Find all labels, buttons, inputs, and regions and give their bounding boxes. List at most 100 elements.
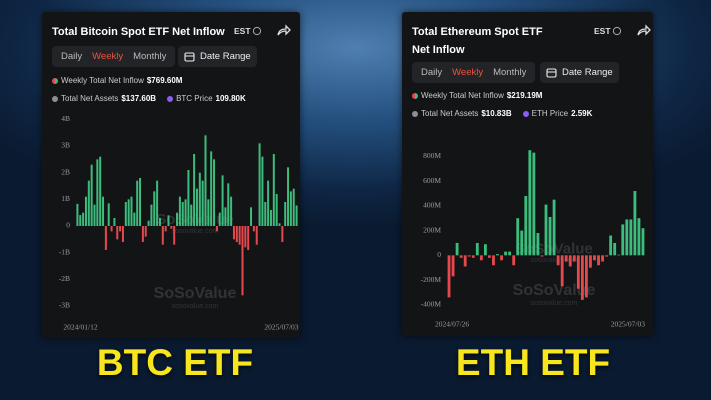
bar bbox=[136, 180, 139, 226]
bar bbox=[524, 195, 528, 256]
bar bbox=[130, 196, 133, 226]
header-icons bbox=[612, 24, 651, 36]
legend-label: BTC Price bbox=[176, 94, 213, 103]
bar bbox=[195, 188, 198, 226]
bar bbox=[193, 154, 196, 226]
bar bbox=[110, 226, 113, 232]
bar bbox=[641, 228, 645, 256]
bar bbox=[609, 235, 613, 256]
legend-label: ETH Price bbox=[531, 109, 569, 118]
bar bbox=[272, 154, 275, 226]
bar bbox=[153, 191, 156, 226]
legend-row: Weekly Total Net Inflow $219.19M bbox=[412, 91, 542, 100]
chart-title: Total Ethereum Spot ETF Net Inflow bbox=[412, 26, 543, 56]
share-icon[interactable] bbox=[637, 24, 651, 36]
bar bbox=[572, 255, 576, 262]
share-icon[interactable] bbox=[277, 24, 291, 36]
bar bbox=[252, 226, 255, 232]
bar bbox=[479, 255, 483, 261]
bar bbox=[258, 143, 261, 226]
y-tick-label: 3B bbox=[61, 141, 70, 150]
bar bbox=[475, 242, 479, 256]
plot: SoSoValuesosovalue.comSoSoValuesosovalue… bbox=[59, 114, 299, 332]
watermark: SoSoValue bbox=[154, 285, 237, 302]
bar bbox=[104, 226, 107, 250]
legend-label: Weekly Total Net Inflow bbox=[61, 76, 144, 85]
bar bbox=[133, 212, 136, 226]
bar bbox=[601, 255, 604, 262]
y-tick-label: -2B bbox=[59, 274, 70, 283]
bar bbox=[576, 255, 580, 289]
bar bbox=[512, 255, 516, 266]
watermark-url: sosovalue.com bbox=[172, 228, 219, 235]
period-tab[interactable]: Daily bbox=[421, 67, 443, 78]
bar bbox=[496, 254, 499, 256]
bar bbox=[247, 226, 250, 250]
bar bbox=[238, 226, 241, 245]
bar bbox=[87, 180, 90, 226]
calendar-icon bbox=[184, 52, 195, 62]
bar bbox=[230, 196, 233, 226]
bar bbox=[621, 224, 625, 256]
calendar-frame bbox=[546, 68, 557, 78]
bar bbox=[255, 226, 258, 245]
bar bbox=[625, 219, 629, 256]
legend-dot bbox=[522, 110, 529, 117]
bar bbox=[107, 203, 110, 226]
legend-dot bbox=[412, 92, 418, 99]
calendar-icon bbox=[546, 68, 557, 78]
bar bbox=[508, 251, 512, 256]
bar bbox=[156, 180, 159, 226]
bar bbox=[269, 210, 272, 226]
y-tick-label: 1B bbox=[61, 194, 70, 203]
bar bbox=[528, 150, 532, 256]
bar bbox=[173, 226, 176, 245]
caption: ETH ETF bbox=[455, 342, 611, 383]
bar bbox=[113, 218, 116, 226]
legend-label: Total Net Assets bbox=[61, 94, 119, 103]
period-tab[interactable]: Monthly bbox=[133, 51, 167, 62]
bar bbox=[287, 167, 290, 226]
bar bbox=[144, 226, 147, 237]
bar bbox=[244, 226, 247, 248]
date-range-button[interactable]: Date Range bbox=[540, 62, 619, 83]
legend-value: 2.59K bbox=[571, 109, 593, 118]
period-tab[interactable]: Daily bbox=[61, 51, 83, 62]
bar bbox=[471, 255, 475, 258]
chart-title: Total Bitcoin Spot ETF Net Inflow bbox=[52, 26, 225, 38]
bar bbox=[593, 255, 596, 261]
period-tab[interactable]: Weekly bbox=[92, 51, 124, 62]
bar bbox=[552, 199, 556, 256]
calendar-frame bbox=[184, 52, 195, 62]
timezone: EST bbox=[234, 26, 251, 36]
bar bbox=[492, 255, 495, 266]
period-tabs: Daily Weekly Monthly bbox=[52, 46, 176, 67]
bar bbox=[455, 242, 459, 256]
bar bbox=[500, 255, 503, 261]
bar bbox=[504, 251, 508, 256]
bar bbox=[532, 152, 536, 256]
bar bbox=[201, 180, 204, 226]
bar bbox=[178, 196, 181, 226]
date-range-button[interactable]: Date Range bbox=[178, 46, 257, 67]
bar bbox=[261, 156, 264, 226]
bar bbox=[281, 226, 284, 242]
bar bbox=[520, 230, 524, 256]
bar bbox=[121, 226, 124, 242]
bar bbox=[116, 226, 119, 240]
bar bbox=[96, 159, 99, 226]
bar bbox=[267, 180, 270, 226]
bar bbox=[264, 202, 267, 226]
y-tick-label: -1B bbox=[59, 247, 70, 256]
bar bbox=[176, 212, 179, 226]
period-tab[interactable]: Monthly bbox=[493, 67, 527, 78]
bar bbox=[463, 255, 467, 267]
bar bbox=[488, 255, 491, 258]
bar bbox=[198, 172, 201, 226]
period-tab[interactable]: Weekly bbox=[452, 67, 484, 78]
x-tick-label: 2025/07/03 bbox=[264, 323, 298, 332]
y-tick-label: -200M bbox=[421, 275, 442, 284]
bar bbox=[556, 255, 560, 266]
bar bbox=[184, 199, 187, 226]
